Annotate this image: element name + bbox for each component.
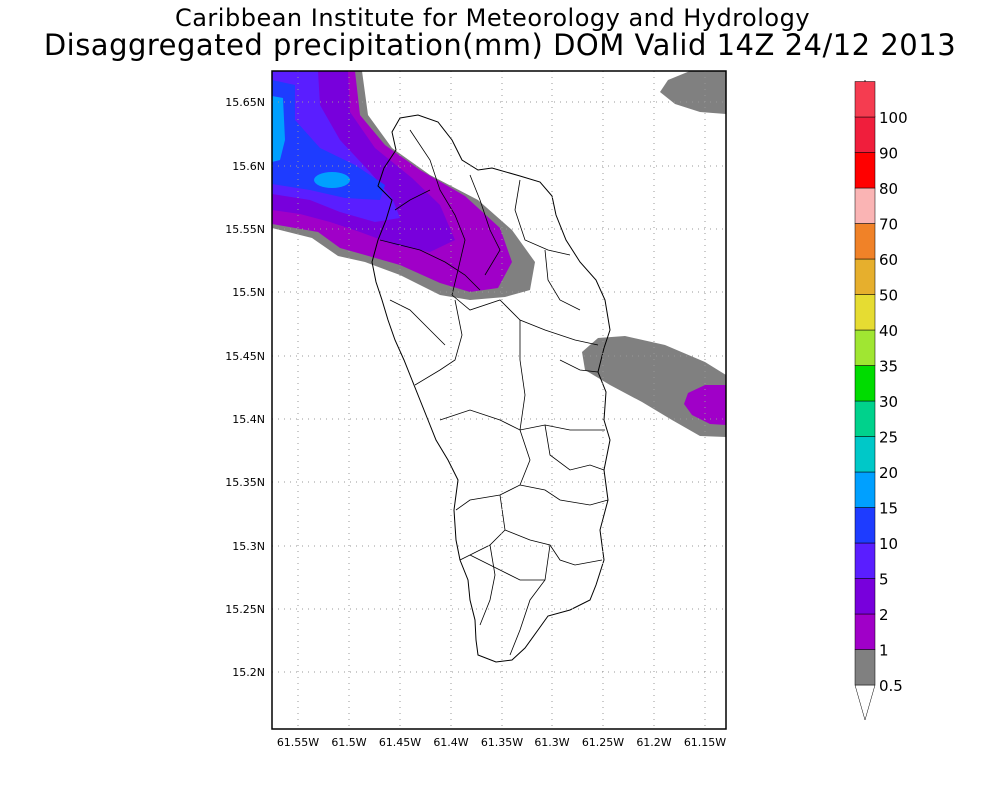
colorbar-swatch — [854, 507, 876, 544]
lat-tick-label: 15.6N — [232, 160, 265, 173]
colorbar-swatch — [854, 649, 876, 686]
precip-band-1mm-east — [684, 385, 726, 425]
lat-tick-label: 15.5N — [232, 286, 265, 299]
watershed-boundaries — [379, 129, 609, 656]
lon-tick-label: 61.25W — [582, 736, 624, 749]
precip-band-15mm-west-edge — [272, 96, 285, 162]
colorbar-swatch — [854, 116, 876, 153]
lat-tick-label: 15.4N — [232, 413, 265, 426]
colorbar-swatch — [854, 223, 876, 260]
lat-tick-label: 15.2N — [232, 666, 265, 679]
colorbar-swatch — [854, 258, 876, 295]
lon-tick-label: 61.55W — [277, 736, 319, 749]
colorbar-label: 2 — [879, 606, 889, 624]
colorbar-label: 15 — [879, 500, 898, 518]
colorbar-label: 90 — [879, 145, 898, 163]
colorbar-swatch — [854, 613, 876, 650]
colorbar-label: 1 — [879, 642, 889, 660]
lon-tick-label: 61.15W — [684, 736, 726, 749]
precip-band-10mm-northwest — [272, 80, 385, 200]
lon-tick-label: 61.3W — [534, 736, 569, 749]
colorbar-label: 80 — [879, 180, 898, 198]
colorbar-swatch — [854, 578, 876, 615]
plot-frame — [271, 70, 727, 730]
title-product: Disaggregated precipitation(mm) DOM Vali… — [43, 28, 957, 62]
precip-band-0.5mm-northeast — [660, 71, 726, 114]
lat-tick-label: 15.55N — [225, 223, 265, 236]
lat-tick-label: 15.35N — [225, 476, 265, 489]
colorbar-label: 35 — [879, 358, 898, 376]
colorbar-swatch — [854, 400, 876, 437]
lat-tick-label: 15.45N — [225, 350, 265, 363]
lon-tick-label: 61.5W — [331, 736, 366, 749]
latitude-axis: 15.65N 15.6N 15.55N 15.5N 15.45N 15.4N 1… — [225, 96, 265, 679]
lon-tick-label: 61.45W — [379, 736, 421, 749]
colorbar-label: 30 — [879, 393, 898, 411]
colorbar-label: 100 — [879, 109, 908, 127]
lon-tick-label: 61.2W — [636, 736, 671, 749]
island-outline — [371, 114, 611, 663]
colorbar-swatch — [854, 542, 876, 579]
colorbar-label: 60 — [879, 251, 898, 269]
title-institute: Caribbean Institute for Meteorology and … — [174, 4, 811, 32]
colorbar-label: 10 — [879, 535, 898, 553]
colorbar-label: 40 — [879, 322, 898, 340]
precip-cell-15mm-west — [314, 172, 350, 188]
colorbar-label: 70 — [879, 216, 898, 234]
lat-tick-label: 15.3N — [232, 540, 265, 553]
colorbar-swatch — [854, 365, 876, 402]
colorbar-swatch — [854, 81, 876, 118]
colorbar-swatch — [854, 436, 876, 473]
colorbar-label: 50 — [879, 287, 898, 305]
colorbar-swatch — [854, 471, 876, 508]
colorbar-label: 20 — [879, 464, 898, 482]
colorbar-label: 25 — [879, 429, 898, 447]
colorbar-label: 5 — [879, 571, 889, 589]
lon-tick-label: 61.4W — [433, 736, 468, 749]
colorbar-label: 0.5 — [879, 677, 903, 695]
lon-tick-label: 61.35W — [481, 736, 523, 749]
colorbar-swatch — [854, 294, 876, 331]
precipitation-contours — [272, 71, 726, 437]
lat-tick-label: 15.25N — [225, 603, 265, 616]
colorbar-swatch — [854, 152, 876, 189]
colorbar-swatch — [854, 329, 876, 366]
gridlines — [272, 71, 726, 729]
lat-tick-label: 15.65N — [225, 96, 265, 109]
colorbar-swatch — [854, 187, 876, 224]
longitude-axis: 61.55W 61.5W 61.45W 61.4W 61.35W 61.3W 6… — [277, 736, 726, 749]
colorbar-bottom-arrow — [854, 684, 876, 721]
